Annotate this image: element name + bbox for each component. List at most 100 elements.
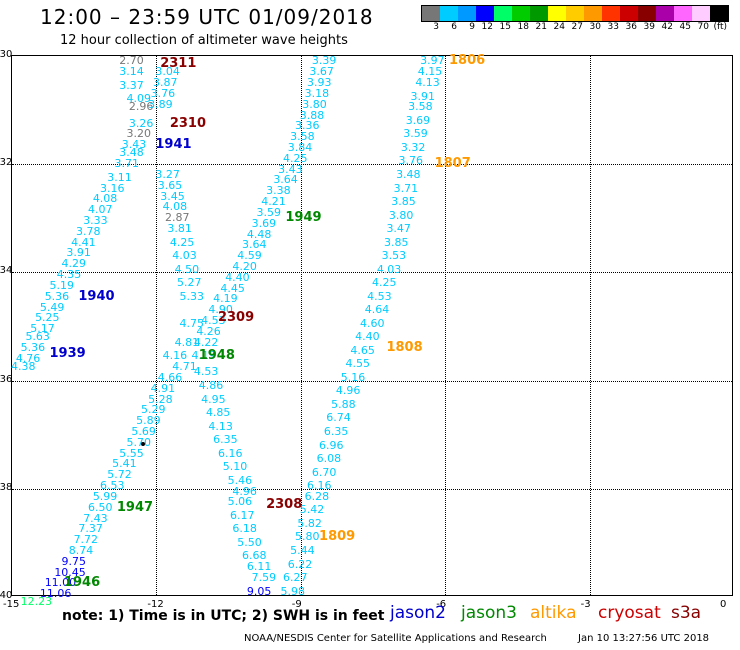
longitude-gridline <box>156 56 158 595</box>
wave-height-value: 4.25 <box>282 151 308 165</box>
wave-height-value: 3.69 <box>251 216 277 230</box>
wave-height-value: 3.76 <box>398 154 423 168</box>
pass-time-label: 1939 <box>49 345 86 361</box>
color-scale-label: 3 <box>433 22 439 32</box>
wave-height-value: 4.65 <box>350 343 375 357</box>
wave-height-value: 4.35 <box>56 268 82 282</box>
wave-height-value: 4.21 <box>261 195 286 209</box>
wave-height-value: 5.72 <box>107 468 132 482</box>
pass-time-label: 1809 <box>319 529 356 545</box>
wave-height-value: 5.29 <box>140 403 166 417</box>
wave-height-value: 5.88 <box>331 397 356 411</box>
color-scale-label: 6 <box>451 22 457 32</box>
pass-time-label: 2310 <box>169 115 207 131</box>
wave-height-value: 4.25 <box>169 235 195 249</box>
pass-time-label: 2309 <box>217 310 255 326</box>
wave-height-value: 5.41 <box>112 457 137 471</box>
color-swatch <box>458 6 476 21</box>
wave-height-value: 4.53 <box>193 365 219 379</box>
wave-height-value: 7.43 <box>83 511 108 525</box>
latitude-label: -30 <box>0 49 13 60</box>
wave-height-value: 6.11 <box>246 560 272 574</box>
wave-height-value: 3.16 <box>100 181 125 195</box>
wave-height-value: 5.80 <box>294 530 320 544</box>
wave-height-value: 3.47 <box>386 222 411 236</box>
wave-height-value: 3.48 <box>119 146 144 160</box>
wave-height-value: 6.22 <box>287 557 313 571</box>
wave-height-value: 5.70 <box>126 435 152 449</box>
wave-height-value: 5.17 <box>30 322 55 336</box>
wave-height-value: 6.35 <box>323 424 349 438</box>
pass-time-label: 1948 <box>198 348 235 364</box>
color-scale-label: 30 <box>589 22 601 32</box>
wave-height-value: 4.96 <box>335 384 361 398</box>
pass-time-label: 1940 <box>78 288 115 304</box>
mission-legend-cryosat: cryosat <box>598 603 661 623</box>
wave-height-value: 4.48 <box>246 227 272 241</box>
wave-height-value: 4.38 <box>11 360 36 374</box>
wave-height-value: 4.13 <box>208 419 233 433</box>
wave-height-value: 3.88 <box>299 108 325 122</box>
wave-height-value: 5.50 <box>237 535 262 549</box>
wave-height-value: 7.59 <box>251 571 277 585</box>
color-scale-label: 45 <box>679 22 691 32</box>
longitude-gridline <box>300 56 302 595</box>
wave-height-value: 5.69 <box>131 424 156 438</box>
wave-height-value: 3.76 <box>150 86 176 100</box>
longitude-label: -9 <box>291 599 302 610</box>
longitude-label: 0 <box>720 599 727 610</box>
pass-time-label: 1808 <box>386 340 423 356</box>
wave-height-value: 4.64 <box>364 303 390 317</box>
wave-height-value: 3.80 <box>302 97 327 111</box>
wave-height-value: 3.59 <box>403 127 428 141</box>
color-swatch <box>422 6 440 21</box>
wave-height-value: 4.15 <box>417 65 443 79</box>
wave-height-value: 3.91 <box>410 89 436 103</box>
wave-height-value: 4.95 <box>201 392 226 406</box>
mission-legend-jason3: jason3 <box>461 603 517 623</box>
color-swatch <box>692 6 710 21</box>
wave-height-value: 4.53 <box>201 314 226 328</box>
wave-height-value: 4.91 <box>150 381 176 395</box>
wave-height-value: 3.89 <box>148 97 173 111</box>
wave-height-value: 6.28 <box>304 489 330 503</box>
wave-height-value: 5.89 <box>136 414 161 428</box>
wave-height-value: 6.27 <box>282 571 308 585</box>
wave-height-value: 4.40 <box>355 330 380 344</box>
mission-legend-altika: altika <box>530 603 577 623</box>
wave-height-value: 5.16 <box>340 370 366 384</box>
color-swatch <box>620 6 638 21</box>
wave-height-value: 3.18 <box>304 86 330 100</box>
wave-height-value: 4.13 <box>415 76 440 90</box>
wave-height-value: 8.74 <box>68 544 94 557</box>
wave-height-value: 4.08 <box>162 200 188 214</box>
wave-height-value: 5.82 <box>297 516 322 530</box>
wave-height-value: 3.87 <box>152 76 178 90</box>
wave-height-value: 6.18 <box>232 522 257 536</box>
wave-height-value: 5.36 <box>20 341 46 355</box>
color-swatch <box>710 6 728 21</box>
wave-height-value: 9.05 <box>246 584 272 598</box>
wave-height-value: 11.00 <box>44 576 77 590</box>
wave-height-value: 5.25 <box>35 311 60 325</box>
wave-height-value: 3.04 <box>155 65 180 79</box>
wave-height-value: 6.17 <box>230 508 255 522</box>
wave-height-value: 4.96 <box>232 484 257 498</box>
longitude-label: -3 <box>580 599 591 610</box>
wave-height-value: 3.85 <box>391 195 416 209</box>
wave-height-value: 3.11 <box>107 170 132 184</box>
wave-height-value: 7.37 <box>78 522 103 536</box>
wave-height-value: 2.70 <box>119 54 144 68</box>
wave-height-value: 5.99 <box>92 489 118 503</box>
wave-height-value: 3.43 <box>121 138 147 152</box>
wave-height-value: 6.96 <box>319 438 344 452</box>
wave-height-value: 4.07 <box>88 203 113 217</box>
pass-time-label: 2308 <box>266 497 303 513</box>
wave-height-value: 5.46 <box>227 473 253 487</box>
wave-height-value: 4.03 <box>172 249 197 263</box>
longitude-gridline <box>445 56 447 595</box>
wave-height-value: 4.19 <box>213 292 238 306</box>
wave-height-value: 6.08 <box>316 452 342 466</box>
wave-height-value: 4.40 <box>225 270 250 284</box>
wave-height-value: 4.29 <box>61 257 87 271</box>
